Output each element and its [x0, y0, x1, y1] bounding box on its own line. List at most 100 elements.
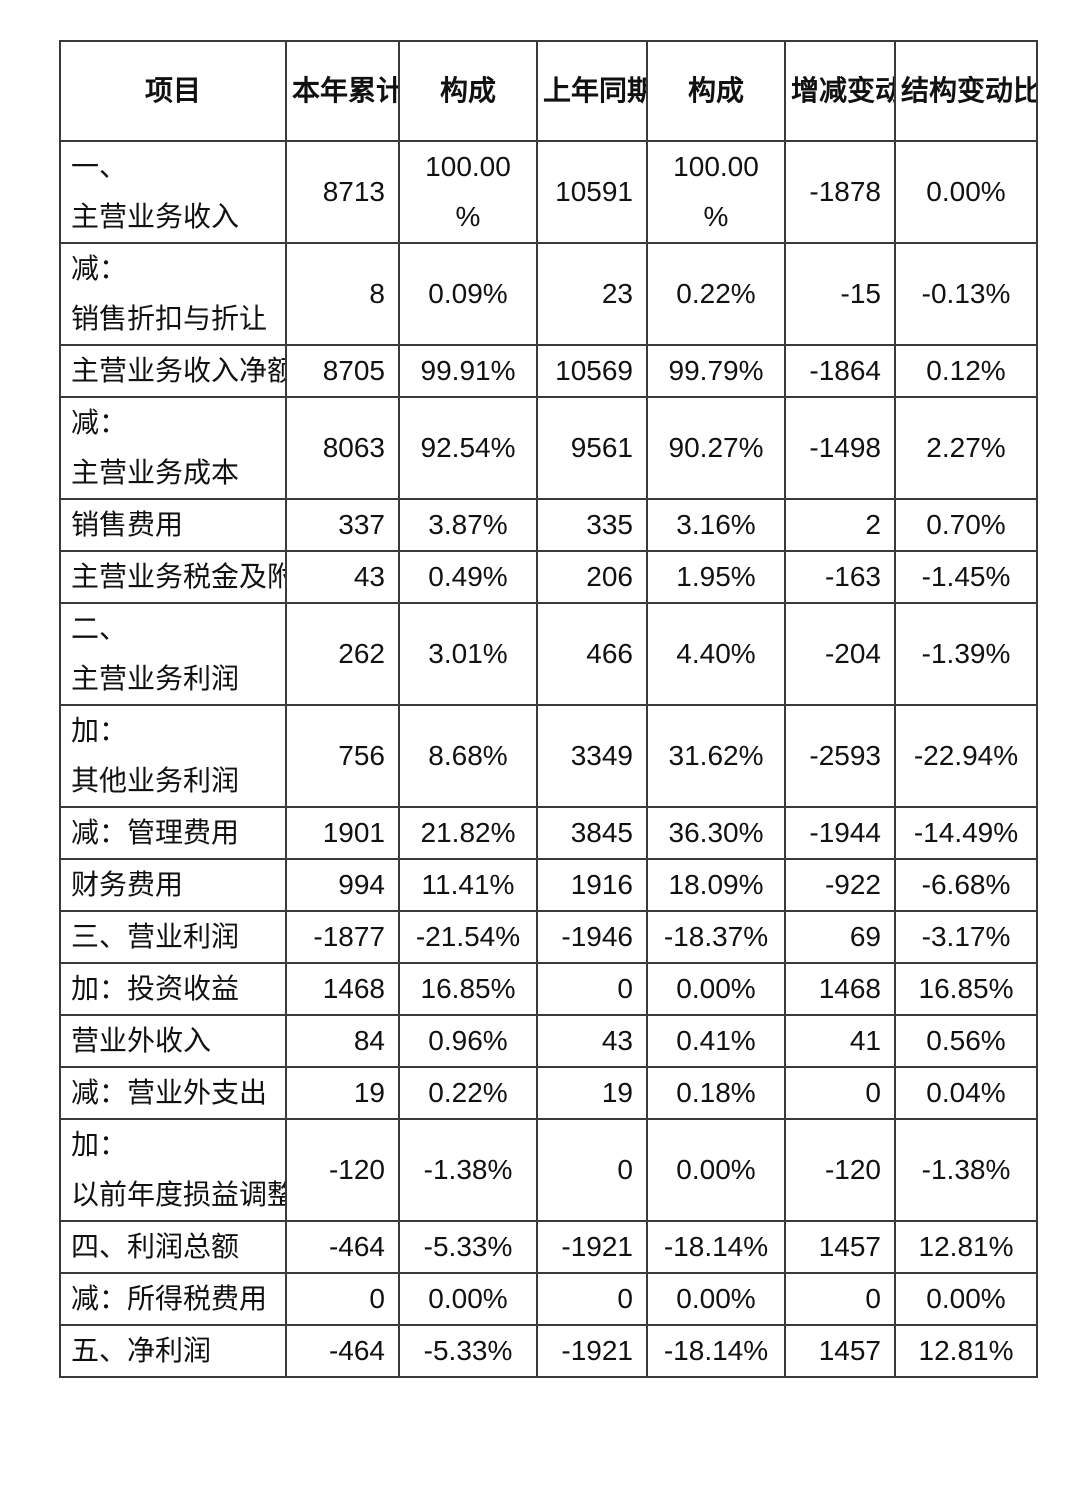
table-cell: 99.91% [398, 344, 538, 398]
table-cell: 19 [536, 1066, 648, 1120]
table-cell: 0.00% [646, 962, 786, 1016]
table-cell: 262 [285, 602, 400, 706]
table-cell: -14.49% [894, 806, 1038, 860]
table-cell: -464 [285, 1324, 400, 1378]
table-cell: 0 [536, 1272, 648, 1326]
table-cell: 8063 [285, 396, 400, 500]
table-cell: 43 [285, 550, 400, 604]
table-cell: -18.37% [646, 910, 786, 964]
table-cell: 0.56% [894, 1014, 1038, 1068]
table-cell: 0.09% [398, 242, 538, 346]
table-row: 减：营业外支出 19 0.22% 19 0.18% 0 0.04% [59, 1066, 1038, 1120]
table-cell: 3845 [536, 806, 648, 860]
table-cell: 12.81% [894, 1220, 1038, 1274]
table-cell: -22.94% [894, 704, 1038, 808]
table-cell: 五、净利润 [59, 1324, 287, 1378]
table-cell: 69 [784, 910, 896, 964]
table-cell: -21.54% [398, 910, 538, 964]
table-cell: 1468 [285, 962, 400, 1016]
table-cell: 1457 [784, 1220, 896, 1274]
table-row: 主营业务收入净额 8705 99.91% 10569 99.79% -1864 … [59, 344, 1038, 398]
table-cell: 9561 [536, 396, 648, 500]
table-cell: 1.95% [646, 550, 786, 604]
table-cell: 1457 [784, 1324, 896, 1378]
table-cell: 财务费用 [59, 858, 287, 912]
table-cell: 减：营业外支出 [59, 1066, 287, 1120]
table-cell: 10591 [536, 140, 648, 244]
table-cell: 3349 [536, 704, 648, 808]
table-cell: 206 [536, 550, 648, 604]
table-cell: -922 [784, 858, 896, 912]
table-cell: 0.49% [398, 550, 538, 604]
table-cell: 0.04% [894, 1066, 1038, 1120]
table-cell: 8.68% [398, 704, 538, 808]
table-cell: -1864 [784, 344, 896, 398]
table-cell: -2593 [784, 704, 896, 808]
table-cell: -1877 [285, 910, 400, 964]
table-cell: 100.00 % [646, 140, 786, 244]
table-cell: -1921 [536, 1324, 648, 1378]
table-cell: 0.12% [894, 344, 1038, 398]
table-cell: 0.00% [894, 1272, 1038, 1326]
table-cell: 31.62% [646, 704, 786, 808]
table-cell: 主营业务收入净额 [59, 344, 287, 398]
table-cell: 3.16% [646, 498, 786, 552]
table-cell: -0.13% [894, 242, 1038, 346]
table-cell: 100.00 % [398, 140, 538, 244]
table-cell: 加：其他业务利润 [59, 704, 287, 808]
table-row: 五、净利润 -464 -5.33% -1921 -18.14% 1457 12.… [59, 1324, 1038, 1378]
table-cell: 19 [285, 1066, 400, 1120]
table-cell: 减：主营业务成本 [59, 396, 287, 500]
table-cell: 三、营业利润 [59, 910, 287, 964]
table-cell: 337 [285, 498, 400, 552]
table-cell: 0 [784, 1272, 896, 1326]
table-cell: 减：管理费用 [59, 806, 287, 860]
table-cell: 减：所得税费用 [59, 1272, 287, 1326]
table-cell: 1916 [536, 858, 648, 912]
table-cell: 90.27% [646, 396, 786, 500]
table-cell: 8 [285, 242, 400, 346]
table-cell: 1468 [784, 962, 896, 1016]
table-cell: -5.33% [398, 1220, 538, 1274]
table-cell: -1921 [536, 1220, 648, 1274]
table-cell: -3.17% [894, 910, 1038, 964]
table-row: 财务费用 994 11.41% 1916 18.09% -922 -6.68% [59, 858, 1038, 912]
table-cell: 营业外收入 [59, 1014, 287, 1068]
table-cell: 41 [784, 1014, 896, 1068]
table-cell: 466 [536, 602, 648, 706]
table-cell: 36.30% [646, 806, 786, 860]
col-header-current-year-total: 本年累计 [285, 40, 400, 142]
table-cell: 0.00% [646, 1118, 786, 1222]
col-header-change: 增减变动 [784, 40, 896, 142]
table-cell: -1498 [784, 396, 896, 500]
table-cell: 0.00% [646, 1272, 786, 1326]
table-cell: -1878 [784, 140, 896, 244]
table-cell: 23 [536, 242, 648, 346]
table-row: 营业外收入 84 0.96% 43 0.41% 41 0.56% [59, 1014, 1038, 1068]
col-header-composition-prior: 构成 [646, 40, 786, 142]
table-cell: 43 [536, 1014, 648, 1068]
table-cell: 1901 [285, 806, 400, 860]
table-cell: 一、主营业务收入 [59, 140, 287, 244]
col-header-composition-current: 构成 [398, 40, 538, 142]
table-cell: 16.85% [894, 962, 1038, 1016]
table-cell: -1.45% [894, 550, 1038, 604]
table-cell: 主营业务税金及附加 [59, 550, 287, 604]
table-row: 减：所得税费用 0 0.00% 0 0.00% 0 0.00% [59, 1272, 1038, 1326]
table-cell: -18.14% [646, 1324, 786, 1378]
table-cell: 3.01% [398, 602, 538, 706]
table-cell: 0 [784, 1066, 896, 1120]
table-row: 减：管理费用 1901 21.82% 3845 36.30% -1944 -14… [59, 806, 1038, 860]
table-cell: 0.70% [894, 498, 1038, 552]
table-cell: 0 [536, 1118, 648, 1222]
table-cell: -6.68% [894, 858, 1038, 912]
table-cell: -1.39% [894, 602, 1038, 706]
table-cell: 减：销售折扣与折让 [59, 242, 287, 346]
table-cell: 2.27% [894, 396, 1038, 500]
table-row: 四、利润总额 -464 -5.33% -1921 -18.14% 1457 12… [59, 1220, 1038, 1274]
table-cell: 3.87% [398, 498, 538, 552]
table-cell: 16.85% [398, 962, 538, 1016]
table-cell: -15 [784, 242, 896, 346]
table-cell: 99.79% [646, 344, 786, 398]
income-statement-table: 项目 本年累计 构成 上年同期 构成 增减变动 结构变动比率 一、主营业务收入 … [59, 40, 1038, 1378]
